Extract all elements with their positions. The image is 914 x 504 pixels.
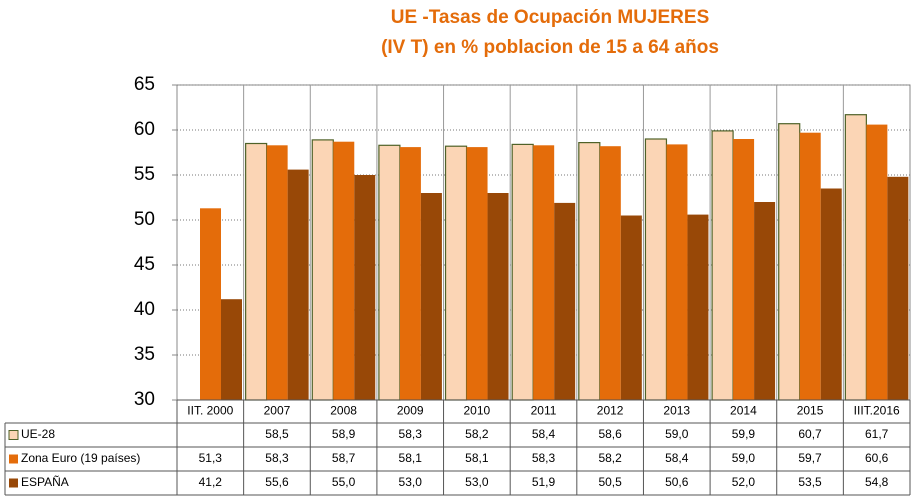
x-tick-label: 2008 (330, 404, 357, 418)
data-label: 55,0 (332, 475, 356, 489)
y-tick-label: 65 (134, 74, 155, 95)
bar (287, 169, 309, 400)
bar (399, 147, 421, 400)
bar (599, 146, 621, 400)
data-label: 60,7 (798, 427, 822, 441)
bar (866, 124, 888, 400)
x-tick-label: 2007 (264, 404, 291, 418)
x-tick-label: IIT. 2000 (187, 404, 233, 418)
data-label: 59,9 (732, 427, 756, 441)
bar (666, 144, 688, 400)
bar (687, 214, 709, 400)
bar (799, 132, 821, 400)
data-label: 58,2 (598, 451, 622, 465)
data-label: 58,4 (532, 427, 556, 441)
data-label: 58,5 (265, 427, 289, 441)
bar (887, 176, 909, 400)
data-label: 54,8 (865, 475, 889, 489)
x-tick-label: 2014 (730, 404, 757, 418)
x-tick-label: 2012 (597, 404, 624, 418)
bar (711, 130, 734, 401)
bar (354, 175, 376, 400)
x-tick-label: 2010 (464, 404, 491, 418)
bar (511, 143, 534, 401)
bar (420, 193, 442, 400)
bar (844, 114, 867, 401)
y-tick-label: 60 (134, 119, 155, 140)
y-tick-label: 40 (134, 299, 155, 320)
data-label: 41,2 (199, 475, 223, 489)
y-tick-label: 55 (134, 164, 155, 185)
bar (487, 193, 509, 400)
data-label: 58,2 (465, 427, 489, 441)
data-label: 58,1 (399, 451, 423, 465)
data-label: 53,0 (399, 475, 423, 489)
data-label: 50,6 (665, 475, 689, 489)
data-label: 53,5 (798, 475, 822, 489)
bar (620, 215, 642, 400)
bar (444, 145, 468, 401)
legend-swatch (9, 478, 18, 488)
bar (378, 144, 401, 401)
bar (578, 142, 601, 401)
y-tick-label: 30 (134, 389, 155, 410)
bar (311, 139, 334, 401)
x-tick-label: 2013 (663, 404, 690, 418)
bar (200, 208, 221, 400)
bar (221, 299, 242, 400)
data-label: 51,9 (532, 475, 556, 489)
y-tick-label: 35 (134, 344, 155, 365)
x-tick-label: 2015 (797, 404, 824, 418)
bar (644, 138, 668, 401)
legend-swatch (8, 430, 19, 440)
chart-title: UE -Tasas de Ocupación MUJERES (391, 7, 710, 28)
bar (266, 145, 288, 400)
data-label: 58,9 (332, 427, 356, 441)
bar (733, 139, 755, 400)
y-tick-label: 50 (134, 209, 155, 230)
data-label: 58,3 (399, 427, 423, 441)
legend-swatch (9, 454, 18, 464)
data-label: 59,7 (798, 451, 822, 465)
data-label: 58,7 (332, 451, 356, 465)
data-label: 58,6 (598, 427, 622, 441)
legend-label: UE-28 (21, 427, 55, 441)
x-tick-label: 2011 (531, 404, 557, 418)
bar (820, 188, 842, 400)
data-label: 58,3 (265, 451, 289, 465)
data-label: 60,6 (865, 451, 889, 465)
bar (754, 202, 776, 400)
x-tick-label: IIIT.2016 (854, 404, 900, 418)
data-label: 58,4 (665, 451, 689, 465)
y-tick-label: 45 (134, 254, 155, 275)
bar (533, 145, 555, 400)
bar (778, 123, 801, 401)
data-label: 55,6 (265, 475, 289, 489)
data-label: 50,5 (598, 475, 622, 489)
data-label: 53,0 (465, 475, 489, 489)
data-label: 61,7 (865, 427, 889, 441)
bar (333, 141, 355, 400)
data-label: 58,1 (465, 451, 489, 465)
data-label: 52,0 (732, 475, 756, 489)
data-label: 51,3 (199, 451, 223, 465)
legend-label: ESPAÑA (21, 475, 69, 489)
data-label: 59,0 (665, 427, 689, 441)
data-label: 58,3 (532, 451, 556, 465)
x-tick-label: 2009 (397, 404, 424, 418)
bar (245, 142, 268, 401)
data-label: 59,0 (732, 451, 756, 465)
bar (466, 147, 488, 400)
legend-label: Zona Euro (19 países) (21, 451, 140, 465)
bar (554, 202, 576, 400)
chart-subtitle: (IV T) en % poblacion de 15 a 64 años (381, 37, 719, 58)
